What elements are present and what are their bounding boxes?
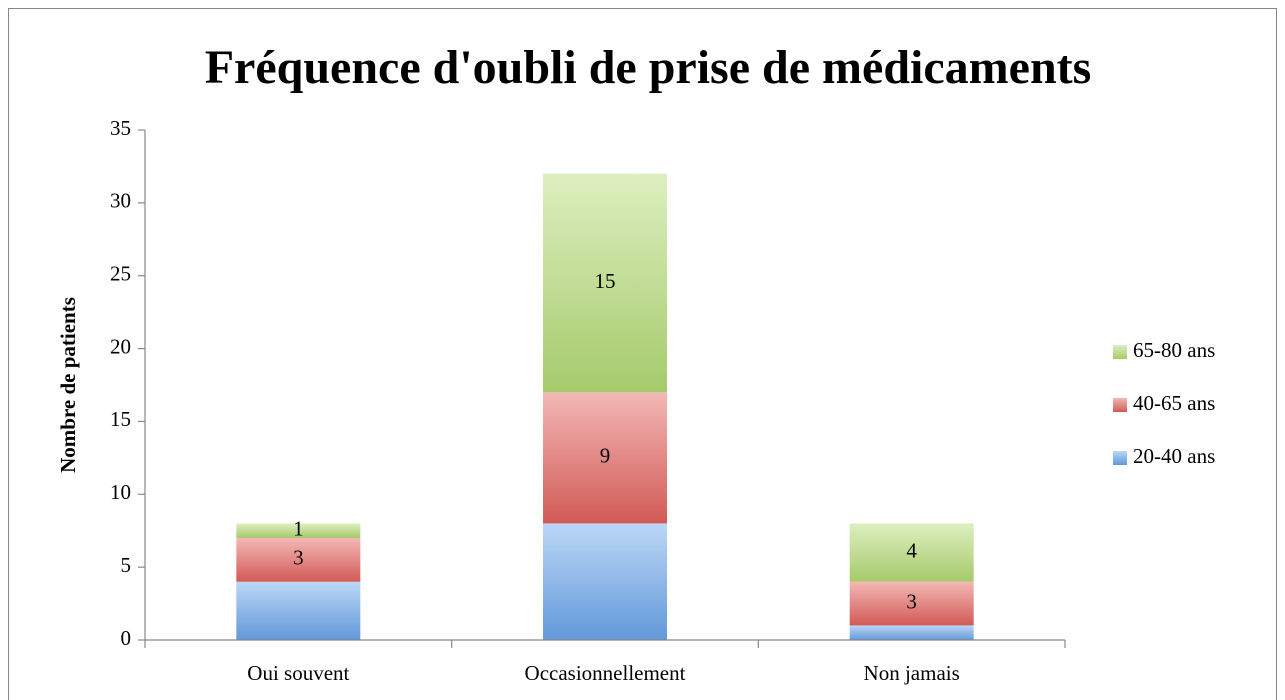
- x-tick-label: Non jamais: [864, 661, 960, 685]
- bar-segment: [236, 538, 361, 582]
- legend-swatch: [1113, 398, 1127, 412]
- y-axis-label: Nombre de patients: [56, 297, 80, 473]
- data-label: 15: [595, 269, 616, 293]
- bar-segment: [236, 581, 361, 640]
- data-label: 3: [293, 546, 304, 570]
- y-tick-label: 35: [110, 116, 131, 140]
- data-label: 9: [600, 444, 611, 468]
- chart-title: Fréquence d'oubli de prise de médicament…: [205, 41, 1092, 94]
- legend-swatch: [1113, 345, 1127, 359]
- bar-segment: [543, 173, 667, 393]
- y-tick-label: 10: [110, 480, 131, 504]
- x-tick-label: Occasionnellement: [525, 661, 686, 685]
- bar-segment: [543, 392, 667, 524]
- y-tick-label: 5: [121, 553, 132, 577]
- y-tick-label: 15: [110, 407, 131, 431]
- legend-label: 40-65 ans: [1133, 391, 1215, 415]
- y-tick-label: 30: [110, 189, 131, 213]
- bar-segment: [849, 581, 974, 626]
- legend-label: 65-80 ans: [1133, 338, 1215, 362]
- bar-segment: [543, 523, 667, 640]
- data-label: 1: [293, 517, 304, 541]
- y-tick-label: 25: [110, 262, 131, 286]
- legend-label: 20-40 ans: [1133, 444, 1215, 468]
- bar-segment: [849, 523, 974, 582]
- legend-swatch: [1113, 451, 1127, 465]
- data-label: 3: [906, 589, 917, 613]
- bar-segment: [849, 625, 974, 640]
- y-tick-label: 20: [110, 334, 131, 358]
- x-tick-label: Oui souvent: [247, 661, 349, 685]
- data-label: 4: [906, 538, 917, 562]
- bar-segment: [236, 523, 361, 538]
- y-tick-label: 0: [121, 626, 132, 650]
